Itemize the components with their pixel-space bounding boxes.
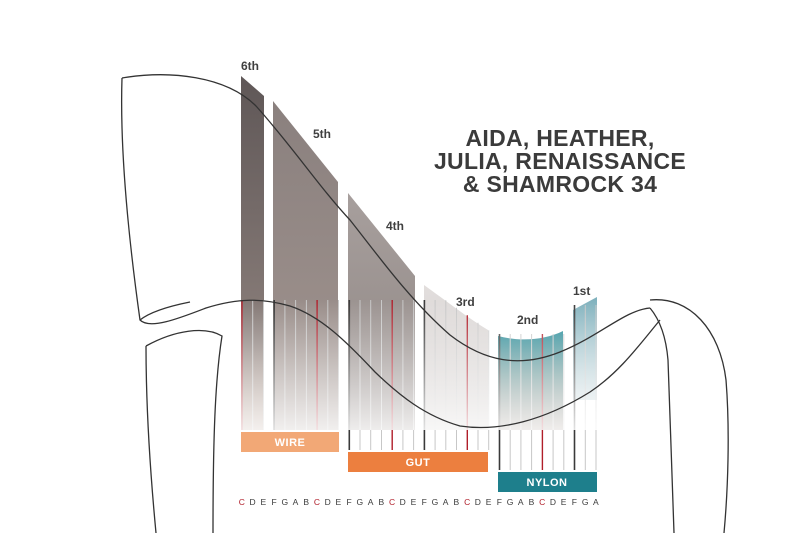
gut-label: GUT: [406, 457, 431, 469]
note-label-g: G: [281, 497, 288, 507]
note-label-g: G: [582, 497, 589, 507]
note-label-a: A: [593, 497, 599, 507]
note-label-c: C: [539, 497, 545, 507]
harp-neck-outer: [120, 77, 661, 429]
harp-body-inner: [649, 307, 675, 533]
note-label-c: C: [464, 497, 470, 507]
note-label-d: D: [325, 497, 331, 507]
nylon-bar: [498, 472, 597, 492]
note-label-g: G: [432, 497, 439, 507]
wire-label: WIRE: [275, 437, 306, 449]
note-label-e: E: [411, 497, 417, 507]
note-label-d: D: [400, 497, 406, 507]
note-label-c: C: [389, 497, 395, 507]
note-label-a: A: [368, 497, 374, 507]
octave-label-5th: 5th: [313, 127, 331, 141]
note-label-b: B: [454, 497, 460, 507]
note-label-d: D: [475, 497, 481, 507]
harp-pillar: [145, 329, 223, 533]
octave-label-2nd: 2nd: [517, 313, 538, 327]
note-label-e: E: [336, 497, 342, 507]
note-label-f: F: [497, 497, 503, 507]
title-line-2: JULIA, RENAISSANCE: [434, 148, 686, 174]
note-label-b: B: [303, 497, 309, 507]
gut-bar: [348, 452, 488, 472]
note-label-a: A: [293, 497, 299, 507]
harp-body: [649, 299, 729, 533]
octave-label-3rd: 3rd: [456, 295, 475, 309]
note-label-e: E: [261, 497, 267, 507]
harp-neck-curve: [121, 74, 651, 362]
harp-frame: [120, 74, 729, 533]
note-label-f: F: [572, 497, 578, 507]
note-label-b: B: [529, 497, 535, 507]
note-label-d: D: [249, 497, 255, 507]
nylon-label: NYLON: [527, 477, 568, 489]
title-line-3: & SHAMROCK 34: [463, 171, 657, 197]
note-label-e: E: [486, 497, 492, 507]
note-label-f: F: [422, 497, 428, 507]
note-label-a: A: [443, 497, 449, 507]
note-label-e: E: [561, 497, 567, 507]
octave-label-6th: 6th: [241, 59, 259, 73]
string-type-bars: WIRE GUT NYLON: [241, 432, 597, 492]
note-label-b: B: [379, 497, 385, 507]
note-label-d: D: [550, 497, 556, 507]
note-label-f: F: [271, 497, 277, 507]
title-line-1: AIDA, HEATHER,: [465, 125, 654, 151]
octave-labels: 6th 5th 4th 3rd 2nd 1st: [241, 59, 590, 327]
note-label-f: F: [347, 497, 353, 507]
lower-fade: [236, 300, 606, 430]
note-label-a: A: [518, 497, 524, 507]
wire-bar: [241, 432, 339, 452]
harp-pillar-left: [145, 345, 157, 533]
note-label-g: G: [507, 497, 514, 507]
harp-soundboard: [139, 301, 191, 321]
note-label-c: C: [314, 497, 320, 507]
note-label-c: C: [239, 497, 245, 507]
octave-label-4th: 4th: [386, 219, 404, 233]
diagram-title: AIDA, HEATHER, JULIA, RENAISSANCE & SHAM…: [434, 125, 686, 197]
octave-label-1st: 1st: [573, 284, 590, 298]
note-label-g: G: [357, 497, 364, 507]
